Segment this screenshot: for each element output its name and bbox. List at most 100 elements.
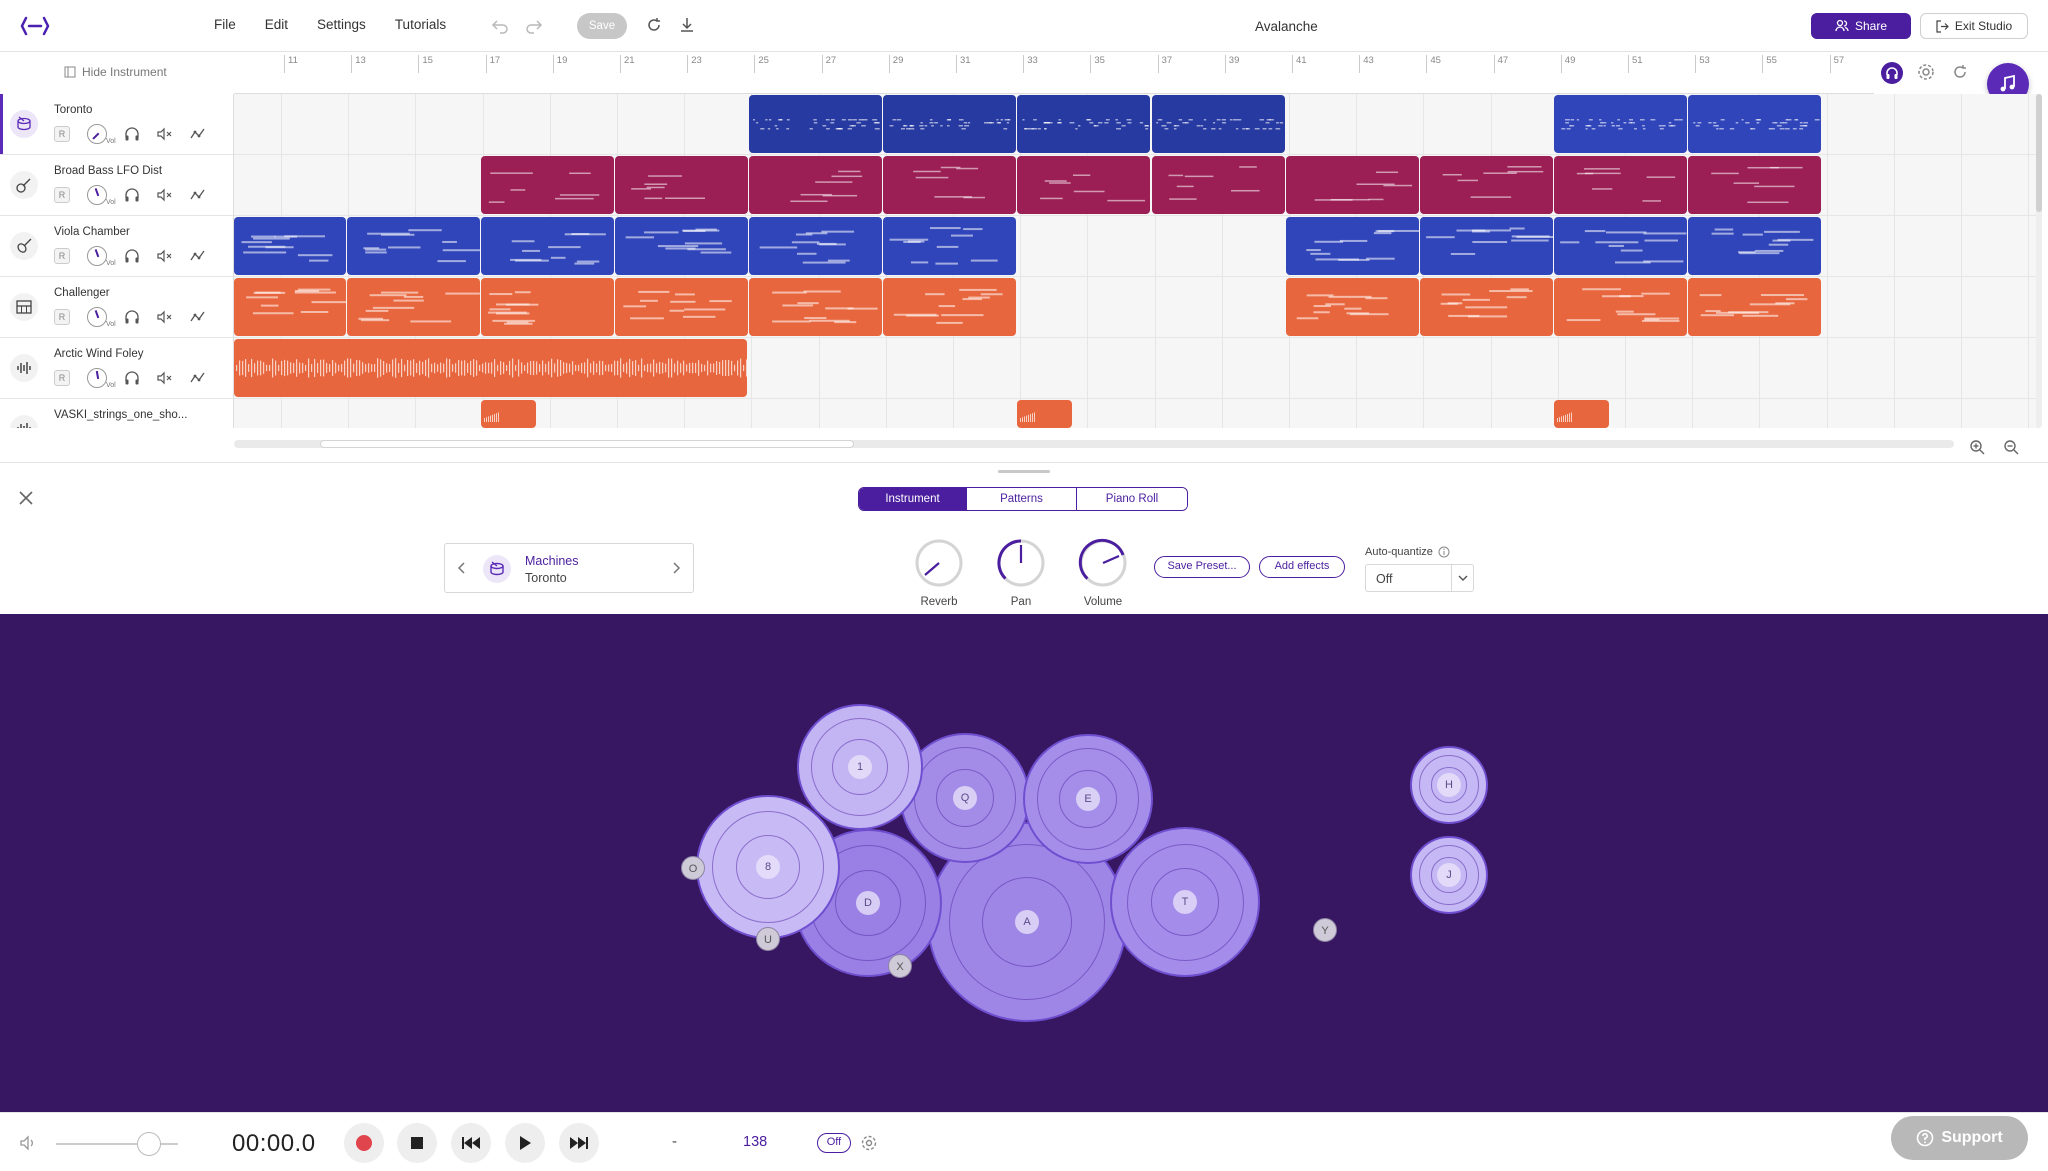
clip[interactable] — [1554, 217, 1687, 275]
track-volume-knob[interactable] — [87, 246, 107, 266]
tab-piano-roll[interactable]: Piano Roll — [1077, 488, 1187, 510]
clip[interactable] — [1420, 156, 1553, 214]
track-volume-knob[interactable] — [87, 124, 107, 144]
vertical-scrollbar[interactable] — [2036, 94, 2042, 428]
clip[interactable] — [234, 339, 747, 397]
loop-icon[interactable] — [1950, 62, 1970, 82]
clip[interactable] — [1420, 278, 1553, 336]
record-button[interactable] — [344, 1123, 384, 1163]
track-name[interactable]: Viola Chamber — [54, 226, 130, 238]
clip[interactable] — [1554, 156, 1687, 214]
volume-knob[interactable]: Volume — [1075, 537, 1131, 608]
exit-studio-button[interactable]: Exit Studio — [1920, 13, 2028, 39]
drum-pad[interactable]: J — [1410, 836, 1488, 914]
play-button[interactable] — [505, 1123, 545, 1163]
track-row[interactable]: Toronto R Vol — [0, 94, 233, 155]
clip[interactable] — [615, 217, 748, 275]
pan-knob[interactable]: Pan — [993, 537, 1049, 608]
automation-icon[interactable] — [190, 370, 206, 386]
track-row[interactable]: Challenger R Vol — [0, 277, 233, 338]
drum-pad[interactable]: Q — [900, 733, 1030, 863]
clip[interactable] — [1286, 156, 1419, 214]
clip[interactable] — [347, 278, 480, 336]
speaker-icon[interactable] — [19, 1134, 37, 1152]
download-icon[interactable] — [678, 16, 696, 34]
support-button[interactable]: Support — [1891, 1116, 2028, 1160]
mute-icon[interactable] — [157, 187, 173, 203]
automation-icon[interactable] — [190, 248, 206, 264]
headphones-icon[interactable] — [124, 187, 140, 203]
metronome-settings-icon[interactable] — [860, 1134, 878, 1152]
chevron-left-icon[interactable] — [455, 561, 469, 575]
master-volume-thumb[interactable] — [137, 1132, 161, 1156]
track-volume-knob[interactable] — [87, 368, 107, 388]
clip[interactable] — [234, 217, 346, 275]
drum-pad[interactable]: T — [1110, 827, 1260, 977]
clip[interactable] — [1688, 278, 1821, 336]
stop-button[interactable] — [397, 1123, 437, 1163]
small-pad-key[interactable]: X — [888, 954, 912, 978]
undo-icon[interactable] — [491, 16, 509, 34]
automation-icon[interactable] — [190, 187, 206, 203]
track-name[interactable]: Arctic Wind Foley — [54, 348, 144, 360]
menu-file[interactable]: File — [214, 17, 236, 32]
grid-row[interactable] — [234, 155, 2040, 216]
fast-forward-button[interactable] — [559, 1123, 599, 1163]
clip[interactable] — [1554, 95, 1687, 153]
record-arm-button[interactable]: R — [54, 309, 70, 325]
zoom-in-icon[interactable] — [1968, 438, 1986, 456]
tab-patterns[interactable]: Patterns — [967, 488, 1077, 510]
bpm-display[interactable]: 138 — [743, 1134, 768, 1150]
hide-instrument-toggle[interactable]: Hide Instrument — [64, 65, 167, 79]
small-pad-key[interactable]: Y — [1313, 918, 1337, 942]
track-volume-knob[interactable] — [87, 185, 107, 205]
clip[interactable] — [615, 156, 748, 214]
pan-dial[interactable] — [995, 537, 1047, 589]
clip[interactable] — [749, 156, 882, 214]
add-effects-button[interactable]: Add effects — [1259, 556, 1345, 578]
key-display[interactable]: - — [672, 1133, 677, 1150]
horizontal-scrollbar[interactable] — [234, 440, 1954, 448]
track-name[interactable]: Toronto — [54, 104, 93, 116]
info-icon[interactable] — [1438, 546, 1450, 558]
app-logo-icon[interactable] — [20, 14, 50, 38]
headphones-icon[interactable] — [124, 248, 140, 264]
headphones-icon[interactable] — [124, 126, 140, 142]
clip[interactable] — [1286, 217, 1419, 275]
chevron-right-icon[interactable] — [669, 561, 683, 575]
drum-pad[interactable]: 1 — [797, 704, 923, 830]
clip[interactable] — [749, 278, 882, 336]
clip[interactable] — [1554, 400, 1609, 428]
gear-icon[interactable] — [1916, 62, 1936, 82]
redo-icon[interactable] — [525, 16, 543, 34]
drum-pad[interactable]: H — [1410, 746, 1488, 824]
clip[interactable] — [749, 217, 882, 275]
clip[interactable] — [615, 278, 748, 336]
track-name[interactable]: Challenger — [54, 287, 110, 299]
metronome-toggle[interactable]: Off — [817, 1133, 851, 1153]
tab-instrument[interactable]: Instrument — [859, 488, 967, 510]
grid-row[interactable] — [234, 216, 2040, 277]
clip[interactable] — [1554, 278, 1687, 336]
menu-settings[interactable]: Settings — [317, 17, 366, 32]
monitor-button[interactable] — [1881, 62, 1903, 84]
clip[interactable] — [883, 278, 1016, 336]
mute-icon[interactable] — [157, 309, 173, 325]
panel-resize-handle[interactable] — [998, 470, 1050, 473]
track-name[interactable]: VASKI_strings_one_sho... — [54, 409, 188, 421]
track-row[interactable]: Viola Chamber R Vol — [0, 216, 233, 277]
timeline-ruler[interactable]: 11 13 15 17 19 21 23 25 27 29 31 33 35 37 39 41 43 45 47 49… — [234, 55, 1874, 93]
rewind-button[interactable] — [451, 1123, 491, 1163]
clip[interactable] — [883, 95, 1016, 153]
clip[interactable] — [1017, 400, 1072, 428]
small-pad-key[interactable]: U — [756, 927, 780, 951]
mute-icon[interactable] — [157, 126, 173, 142]
track-volume-knob[interactable] — [87, 307, 107, 327]
refresh-icon[interactable] — [645, 16, 663, 34]
record-arm-button[interactable]: R — [54, 126, 70, 142]
clip[interactable] — [749, 95, 882, 153]
menu-edit[interactable]: Edit — [264, 17, 289, 32]
menu-tutorials[interactable]: Tutorials — [394, 17, 447, 32]
clip[interactable] — [1420, 217, 1553, 275]
clip[interactable] — [1286, 278, 1419, 336]
